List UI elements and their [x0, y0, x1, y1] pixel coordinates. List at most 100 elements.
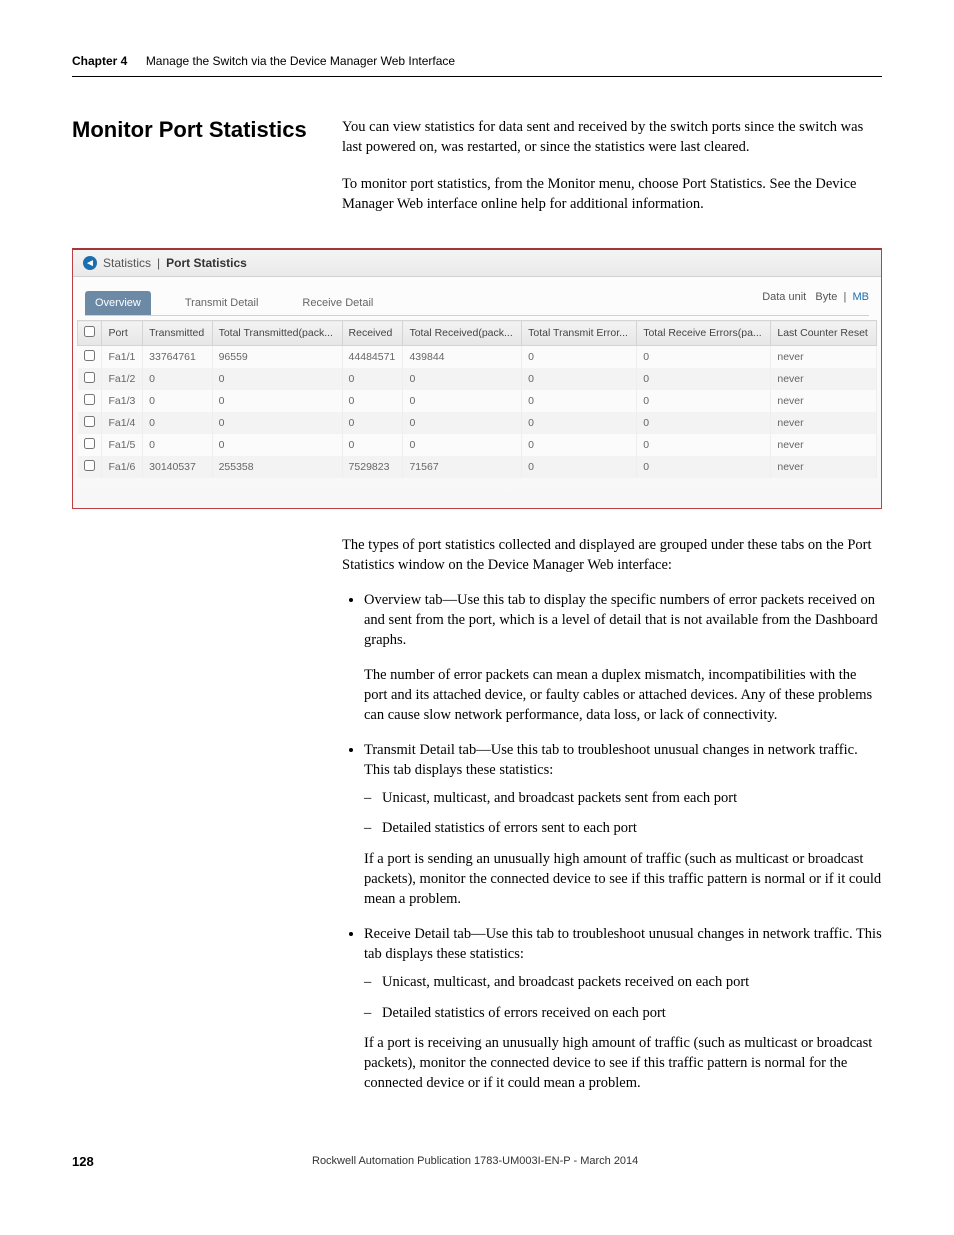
row-checkbox[interactable]	[84, 350, 95, 361]
cell-rx: 44484571	[342, 346, 403, 369]
data-unit-toggle: Data unit Byte | MB	[742, 291, 869, 315]
tab-overview[interactable]: Overview	[85, 291, 151, 315]
table-row[interactable]: Fa1/63014053725535875298237156700never	[78, 456, 877, 478]
page-header: Chapter 4 Manage the Switch via the Devi…	[72, 52, 882, 77]
col-port[interactable]: Port	[102, 321, 143, 346]
col-transmitted[interactable]: Transmitted	[143, 321, 212, 346]
cell-txe: 0	[522, 434, 637, 456]
data-unit-mb[interactable]: MB	[853, 291, 870, 303]
cell-tx: 33764761	[143, 346, 212, 369]
tab-transmit-detail[interactable]: Transmit Detail	[175, 291, 269, 315]
cell-txe: 0	[522, 390, 637, 412]
cell-rx: 0	[342, 390, 403, 412]
cell-ttx: 0	[212, 412, 342, 434]
port-stats-table: Port Transmitted Total Transmitted(pack.…	[77, 320, 877, 478]
cell-txe: 0	[522, 456, 637, 478]
page-number: 128	[72, 1154, 312, 1169]
cell-tx: 0	[143, 434, 212, 456]
cell-rxe: 0	[637, 456, 771, 478]
data-unit-byte[interactable]: Byte	[815, 291, 837, 303]
cell-reset: never	[771, 368, 877, 390]
cell-rxe: 0	[637, 346, 771, 369]
section-heading: Monitor Port Statistics	[72, 117, 312, 143]
cell-rx: 0	[342, 434, 403, 456]
li-receive-sub1: Unicast, multicast, and broadcast packet…	[382, 972, 882, 992]
cell-ttx: 96559	[212, 346, 342, 369]
cell-port: Fa1/1	[102, 346, 143, 369]
cell-reset: never	[771, 456, 877, 478]
breadcrumb-port-statistics: Port Statistics	[166, 256, 247, 270]
col-total-received[interactable]: Total Received(pack...	[403, 321, 522, 346]
select-all-checkbox[interactable]	[84, 326, 95, 337]
cell-trx: 0	[403, 434, 522, 456]
cell-trx: 0	[403, 368, 522, 390]
tabs-bar: Overview Transmit Detail Receive Detail …	[85, 291, 869, 316]
cell-rx: 7529823	[342, 456, 403, 478]
li-overview-detail: The number of error packets can mean a d…	[364, 665, 882, 726]
col-received[interactable]: Received	[342, 321, 403, 346]
cell-txe: 0	[522, 412, 637, 434]
back-icon[interactable]: ◄	[83, 256, 97, 270]
screenshot-breadcrumb: ◄ Statistics | Port Statistics	[73, 250, 881, 277]
cell-rx: 0	[342, 368, 403, 390]
row-checkbox[interactable]	[84, 372, 95, 383]
cell-reset: never	[771, 346, 877, 369]
cell-trx: 439844	[403, 346, 522, 369]
cell-ttx: 0	[212, 368, 342, 390]
col-last-reset[interactable]: Last Counter Reset	[771, 321, 877, 346]
breadcrumb-statistics[interactable]: Statistics	[103, 256, 151, 270]
li-transmit-text: Transmit Detail tab—Use this tab to trou…	[364, 742, 858, 778]
page-footer: 128 Rockwell Automation Publication 1783…	[72, 1154, 882, 1169]
cell-ttx: 255358	[212, 456, 342, 478]
table-header-row: Port Transmitted Total Transmitted(pack.…	[78, 321, 877, 346]
li-transmit-sub1: Unicast, multicast, and broadcast packet…	[382, 788, 882, 808]
li-overview-text: Overview tab—Use this tab to display the…	[364, 592, 878, 649]
publication-info: Rockwell Automation Publication 1783-UM0…	[312, 1155, 638, 1167]
cell-port: Fa1/2	[102, 368, 143, 390]
li-receive-detail: If a port is receiving an unusually high…	[364, 1033, 882, 1094]
cell-tx: 0	[143, 368, 212, 390]
cell-reset: never	[771, 390, 877, 412]
col-rx-errors[interactable]: Total Receive Errors(pa...	[637, 321, 771, 346]
cell-reset: never	[771, 412, 877, 434]
cell-rx: 0	[342, 412, 403, 434]
list-item-receive: Receive Detail tab—Use this tab to troub…	[364, 924, 882, 1094]
col-checkbox	[78, 321, 102, 346]
port-statistics-screenshot: ◄ Statistics | Port Statistics Overview …	[72, 248, 882, 509]
tab-receive-detail[interactable]: Receive Detail	[292, 291, 383, 315]
row-checkbox[interactable]	[84, 438, 95, 449]
li-receive-text: Receive Detail tab—Use this tab to troub…	[364, 926, 882, 962]
li-receive-sub2: Detailed statistics of errors received o…	[382, 1003, 882, 1023]
row-checkbox[interactable]	[84, 394, 95, 405]
cell-reset: never	[771, 434, 877, 456]
intro-paragraph-2: To monitor port statistics, from the Mon…	[342, 174, 882, 215]
body-p1: The types of port statistics collected a…	[342, 535, 882, 576]
row-checkbox[interactable]	[84, 416, 95, 427]
table-row[interactable]: Fa1/133764761965594448457143984400never	[78, 346, 877, 369]
chapter-title: Manage the Switch via the Device Manager…	[146, 54, 455, 68]
cell-ttx: 0	[212, 390, 342, 412]
cell-txe: 0	[522, 346, 637, 369]
table-row[interactable]: Fa1/3000000never	[78, 390, 877, 412]
cell-rxe: 0	[637, 368, 771, 390]
cell-tx: 0	[143, 412, 212, 434]
cell-port: Fa1/6	[102, 456, 143, 478]
cell-port: Fa1/5	[102, 434, 143, 456]
content-body: The types of port statistics collected a…	[342, 535, 882, 1094]
data-unit-label: Data unit	[762, 291, 806, 303]
table-row[interactable]: Fa1/5000000never	[78, 434, 877, 456]
li-transmit-sub2: Detailed statistics of errors sent to ea…	[382, 818, 882, 838]
li-transmit-detail: If a port is sending an unusually high a…	[364, 849, 882, 910]
table-row[interactable]: Fa1/4000000never	[78, 412, 877, 434]
chapter-label: Chapter 4	[72, 54, 127, 68]
cell-trx: 0	[403, 390, 522, 412]
cell-txe: 0	[522, 368, 637, 390]
col-tx-errors[interactable]: Total Transmit Error...	[522, 321, 637, 346]
cell-trx: 0	[403, 412, 522, 434]
cell-ttx: 0	[212, 434, 342, 456]
intro-paragraph-1: You can view statistics for data sent an…	[342, 117, 882, 158]
cell-rxe: 0	[637, 434, 771, 456]
row-checkbox[interactable]	[84, 460, 95, 471]
table-row[interactable]: Fa1/2000000never	[78, 368, 877, 390]
col-total-transmitted[interactable]: Total Transmitted(pack...	[212, 321, 342, 346]
